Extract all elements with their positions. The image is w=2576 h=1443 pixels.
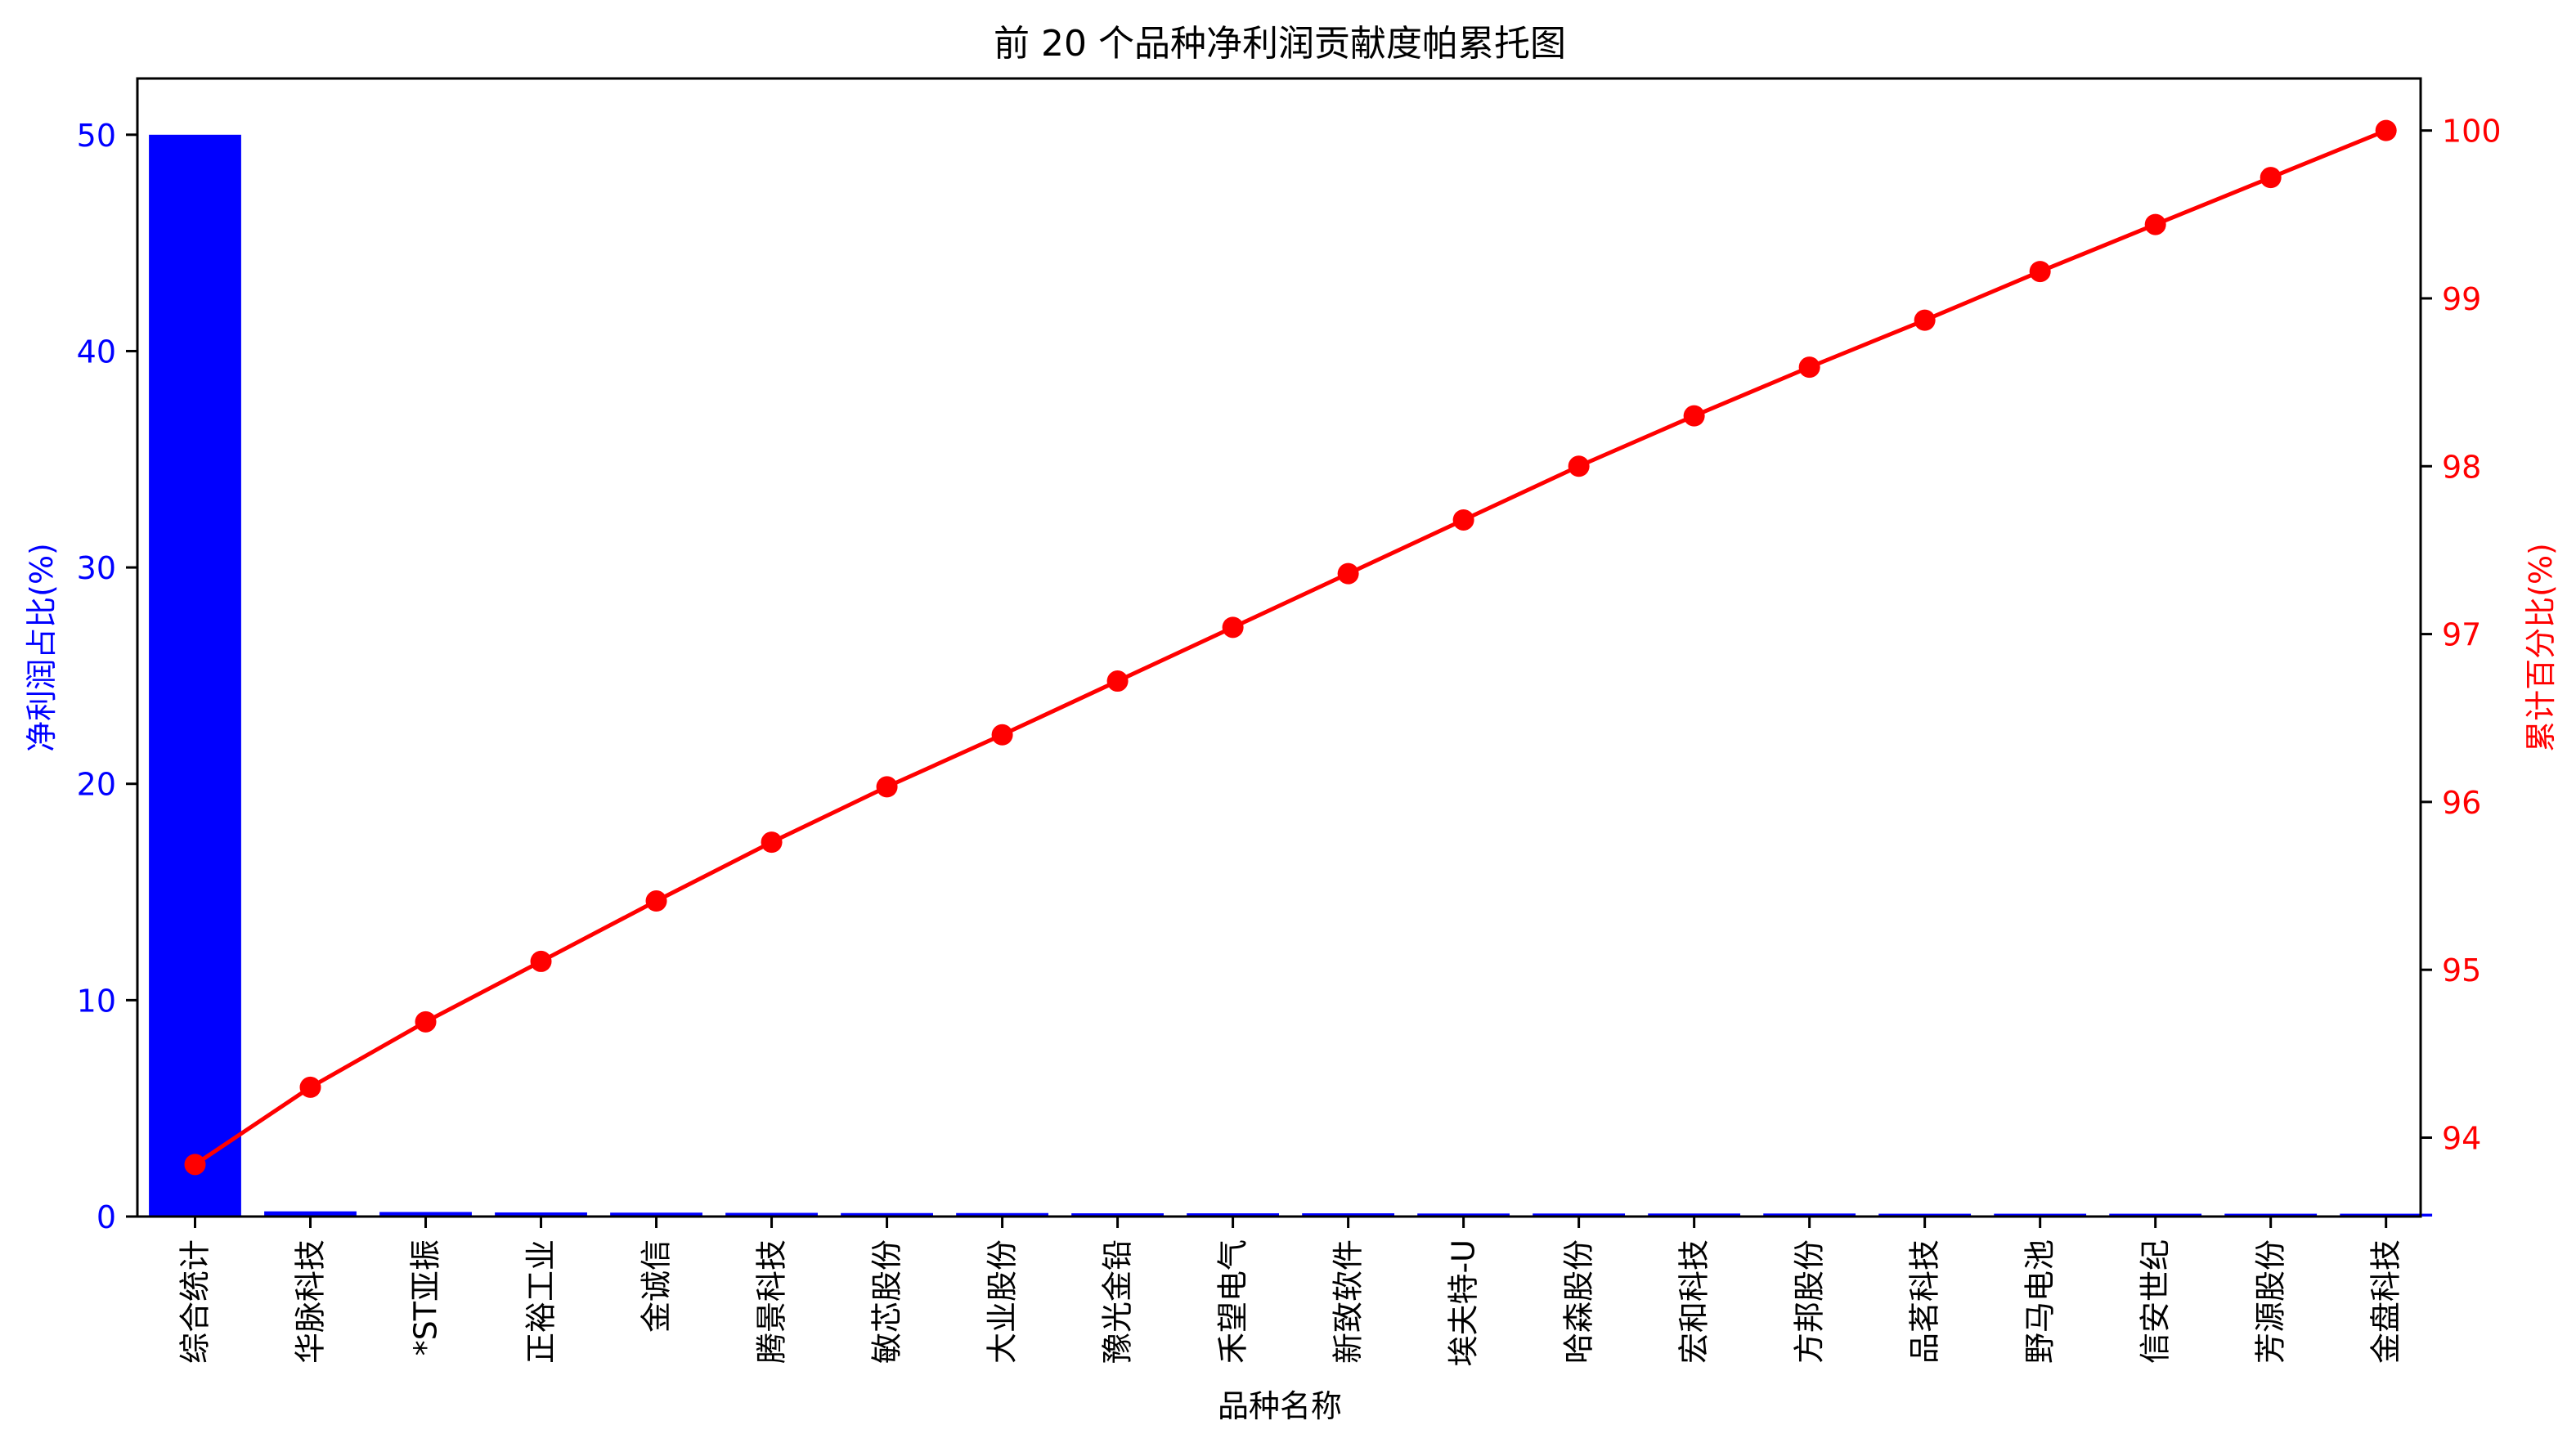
- x-tick-label: 正裕工业: [523, 1239, 559, 1364]
- left-tick-label: 0: [96, 1199, 116, 1235]
- cumulative-point: [1106, 670, 1129, 692]
- bar-series: [149, 134, 2433, 1217]
- bar: [495, 1212, 587, 1217]
- cumulative-point: [876, 776, 898, 798]
- left-tick-label: 10: [77, 983, 116, 1019]
- cumulative-point: [2144, 213, 2166, 235]
- bar: [2340, 1213, 2433, 1217]
- cumulative-point: [184, 1154, 206, 1176]
- cumulative-point: [299, 1076, 321, 1098]
- bar: [1417, 1213, 1510, 1217]
- bar: [1648, 1213, 1741, 1217]
- x-tick-label: 金诚信: [639, 1239, 675, 1333]
- cumulative-point: [415, 1011, 437, 1033]
- bar: [956, 1212, 1048, 1217]
- cumulative-point: [991, 724, 1013, 746]
- x-tick-label: *ST亚振: [408, 1239, 444, 1356]
- cumulative-point: [1798, 356, 1820, 379]
- cumulative-point: [645, 890, 667, 912]
- bar: [1071, 1213, 1164, 1217]
- right-tick-label: 100: [2442, 114, 2502, 150]
- x-tick-label: 芳源股份: [2253, 1239, 2289, 1364]
- x-tick-label: 敏芯股份: [869, 1239, 905, 1364]
- left-axis-ticks: 0 10 20 30 40 50: [77, 118, 137, 1235]
- x-axis-ticks: 综合统计 华脉科技 *ST亚振 正裕工业 金诚信 腾景科技 敏芯股份 大业股份 豫光金铅 禾望电气…: [177, 1217, 2404, 1367]
- right-tick-label: 96: [2442, 785, 2481, 821]
- bar: [264, 1211, 357, 1217]
- x-axis-label: 品种名称: [1218, 1388, 1342, 1424]
- left-axis-label: 净利润占比(%): [24, 543, 60, 752]
- bar: [1878, 1213, 1972, 1217]
- plot-frame: [136, 77, 2422, 1218]
- cumulative-line-series: [184, 119, 2397, 1176]
- x-tick-label: 华脉科技: [293, 1239, 329, 1364]
- x-tick-label: 埃夫特-U: [1446, 1239, 1482, 1367]
- right-tick-label: 94: [2442, 1121, 2481, 1157]
- bar: [610, 1212, 702, 1217]
- bar: [2109, 1213, 2202, 1217]
- bar: [841, 1212, 933, 1217]
- cumulative-point: [1337, 562, 1359, 585]
- cumulative-point: [1683, 405, 1705, 427]
- cumulative-line: [194, 128, 2387, 1167]
- bar: [1302, 1213, 1395, 1217]
- cumulative-point: [530, 950, 552, 972]
- x-tick-label: 禾望电气: [1215, 1239, 1251, 1364]
- cumulative-point: [2029, 261, 2051, 283]
- bar: [1187, 1213, 1279, 1217]
- bar: [149, 134, 241, 1217]
- cumulative-point: [1914, 309, 1936, 331]
- bar: [1763, 1213, 1856, 1217]
- x-tick-label: 豫光金铅: [1100, 1239, 1136, 1364]
- cumulative-point: [761, 831, 783, 854]
- cumulative-point: [2375, 119, 2397, 141]
- cumulative-point: [1452, 509, 1474, 531]
- bar: [1994, 1213, 2087, 1217]
- x-tick-label: 宏和科技: [1676, 1239, 1712, 1364]
- x-tick-label: 腾景科技: [754, 1239, 790, 1364]
- cumulative-point: [2260, 167, 2282, 189]
- bar: [2224, 1213, 2318, 1217]
- right-tick-label: 97: [2442, 617, 2481, 653]
- right-axis-label: 累计百分比(%): [2523, 543, 2559, 752]
- left-tick-label: 30: [77, 550, 116, 586]
- right-tick-label: 95: [2442, 952, 2481, 988]
- x-tick-label: 方邦股份: [1792, 1239, 1828, 1364]
- x-tick-label: 大业股份: [985, 1239, 1021, 1364]
- cumulative-point: [1222, 616, 1244, 639]
- left-tick-label: 50: [77, 118, 116, 154]
- x-tick-label: 野马电池: [2022, 1239, 2058, 1364]
- cumulative-point: [1568, 455, 1590, 477]
- x-tick-label: 品茗科技: [1907, 1239, 1943, 1364]
- x-tick-label: 信安世纪: [2138, 1239, 2174, 1364]
- right-tick-label: 98: [2442, 449, 2481, 485]
- bar: [1533, 1213, 1626, 1217]
- x-tick-label: 金盘科技: [2368, 1239, 2404, 1364]
- x-tick-label: 综合统计: [177, 1239, 213, 1364]
- right-tick-label: 99: [2442, 281, 2481, 317]
- left-tick-label: 20: [77, 767, 116, 803]
- chart-title: 前 20 个品种净利润贡献度帕累托图: [994, 23, 1566, 65]
- right-axis-ticks: 94 95 96 97 98 99 100: [2421, 114, 2502, 1157]
- left-tick-label: 40: [77, 334, 116, 370]
- x-tick-label: 哈森股份: [1561, 1239, 1597, 1364]
- bar: [379, 1212, 472, 1217]
- x-tick-label: 新致软件: [1331, 1239, 1367, 1364]
- bar: [725, 1212, 818, 1217]
